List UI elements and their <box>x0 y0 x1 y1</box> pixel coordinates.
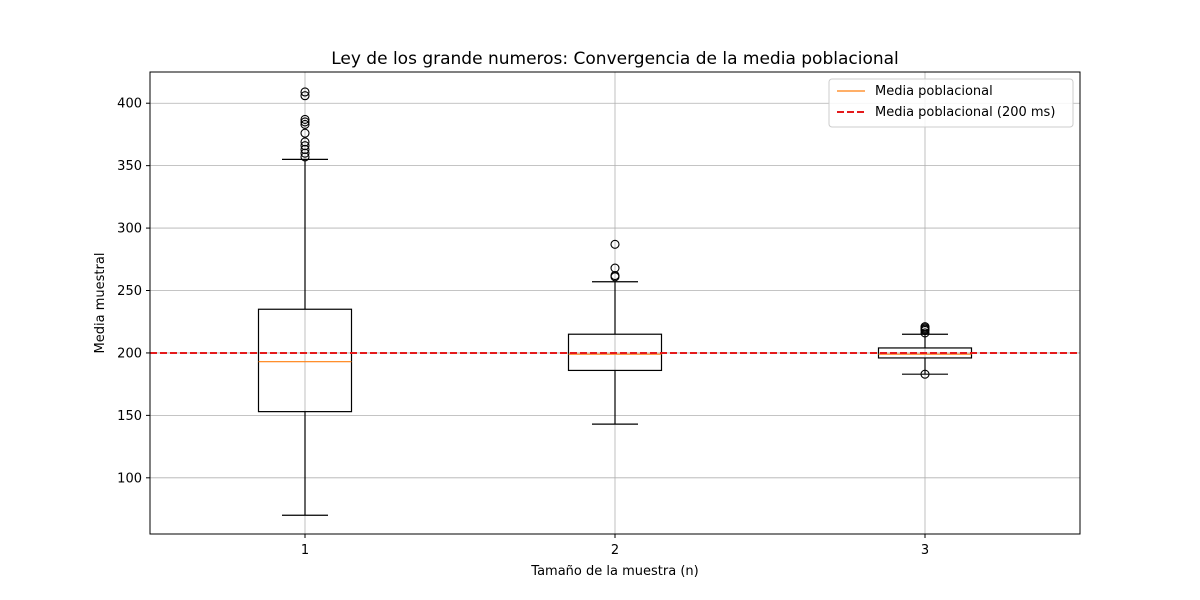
iqr-box <box>257 308 353 413</box>
legend-median-label: Media poblacional <box>875 84 993 99</box>
x-tick-label: 1 <box>301 543 309 558</box>
outlier-point <box>300 117 310 127</box>
x-axis-label: Tamaño de la muestra (n) <box>530 564 698 579</box>
outlier-point <box>920 322 930 332</box>
box-group-3 <box>877 322 973 379</box>
x-tick-label: 3 <box>921 543 929 558</box>
y-tick-label: 250 <box>117 284 142 299</box>
chart-title: Ley de los grande numeros: Convergencia … <box>331 49 899 69</box>
y-tick-label: 400 <box>117 97 142 112</box>
box-group-1 <box>257 87 353 516</box>
outlier-point <box>610 239 620 249</box>
legend: Media poblacional Media poblacional (200… <box>828 78 1074 128</box>
y-tick-label: 150 <box>117 409 142 424</box>
x-tick-label: 2 <box>611 543 619 558</box>
y-tick-label: 200 <box>117 346 142 361</box>
outlier-point <box>300 141 310 151</box>
outlier-point <box>300 87 310 97</box>
boxes-layer <box>150 87 1080 516</box>
outlier-point <box>920 369 930 379</box>
outlier-point <box>300 128 310 138</box>
outlier-point <box>610 263 620 273</box>
outlier-point <box>300 91 310 101</box>
x-axis-ticks: 1 2 3 <box>301 534 929 558</box>
legend-reference-label: Media poblacional (200 ms) <box>875 105 1055 120</box>
y-tick-label: 350 <box>117 159 142 174</box>
y-axis-ticks: 100 150 200 250 300 350 400 <box>117 97 150 486</box>
y-tick-label: 100 <box>117 471 142 486</box>
outlier-point <box>920 328 930 338</box>
box-group-2 <box>567 239 663 425</box>
y-axis-label: Media muestral <box>93 253 108 354</box>
outlier-point <box>300 114 310 124</box>
outlier-point <box>300 137 310 147</box>
y-tick-label: 300 <box>117 222 142 237</box>
outlier-point <box>300 119 310 129</box>
legend-frame <box>828 78 1074 128</box>
